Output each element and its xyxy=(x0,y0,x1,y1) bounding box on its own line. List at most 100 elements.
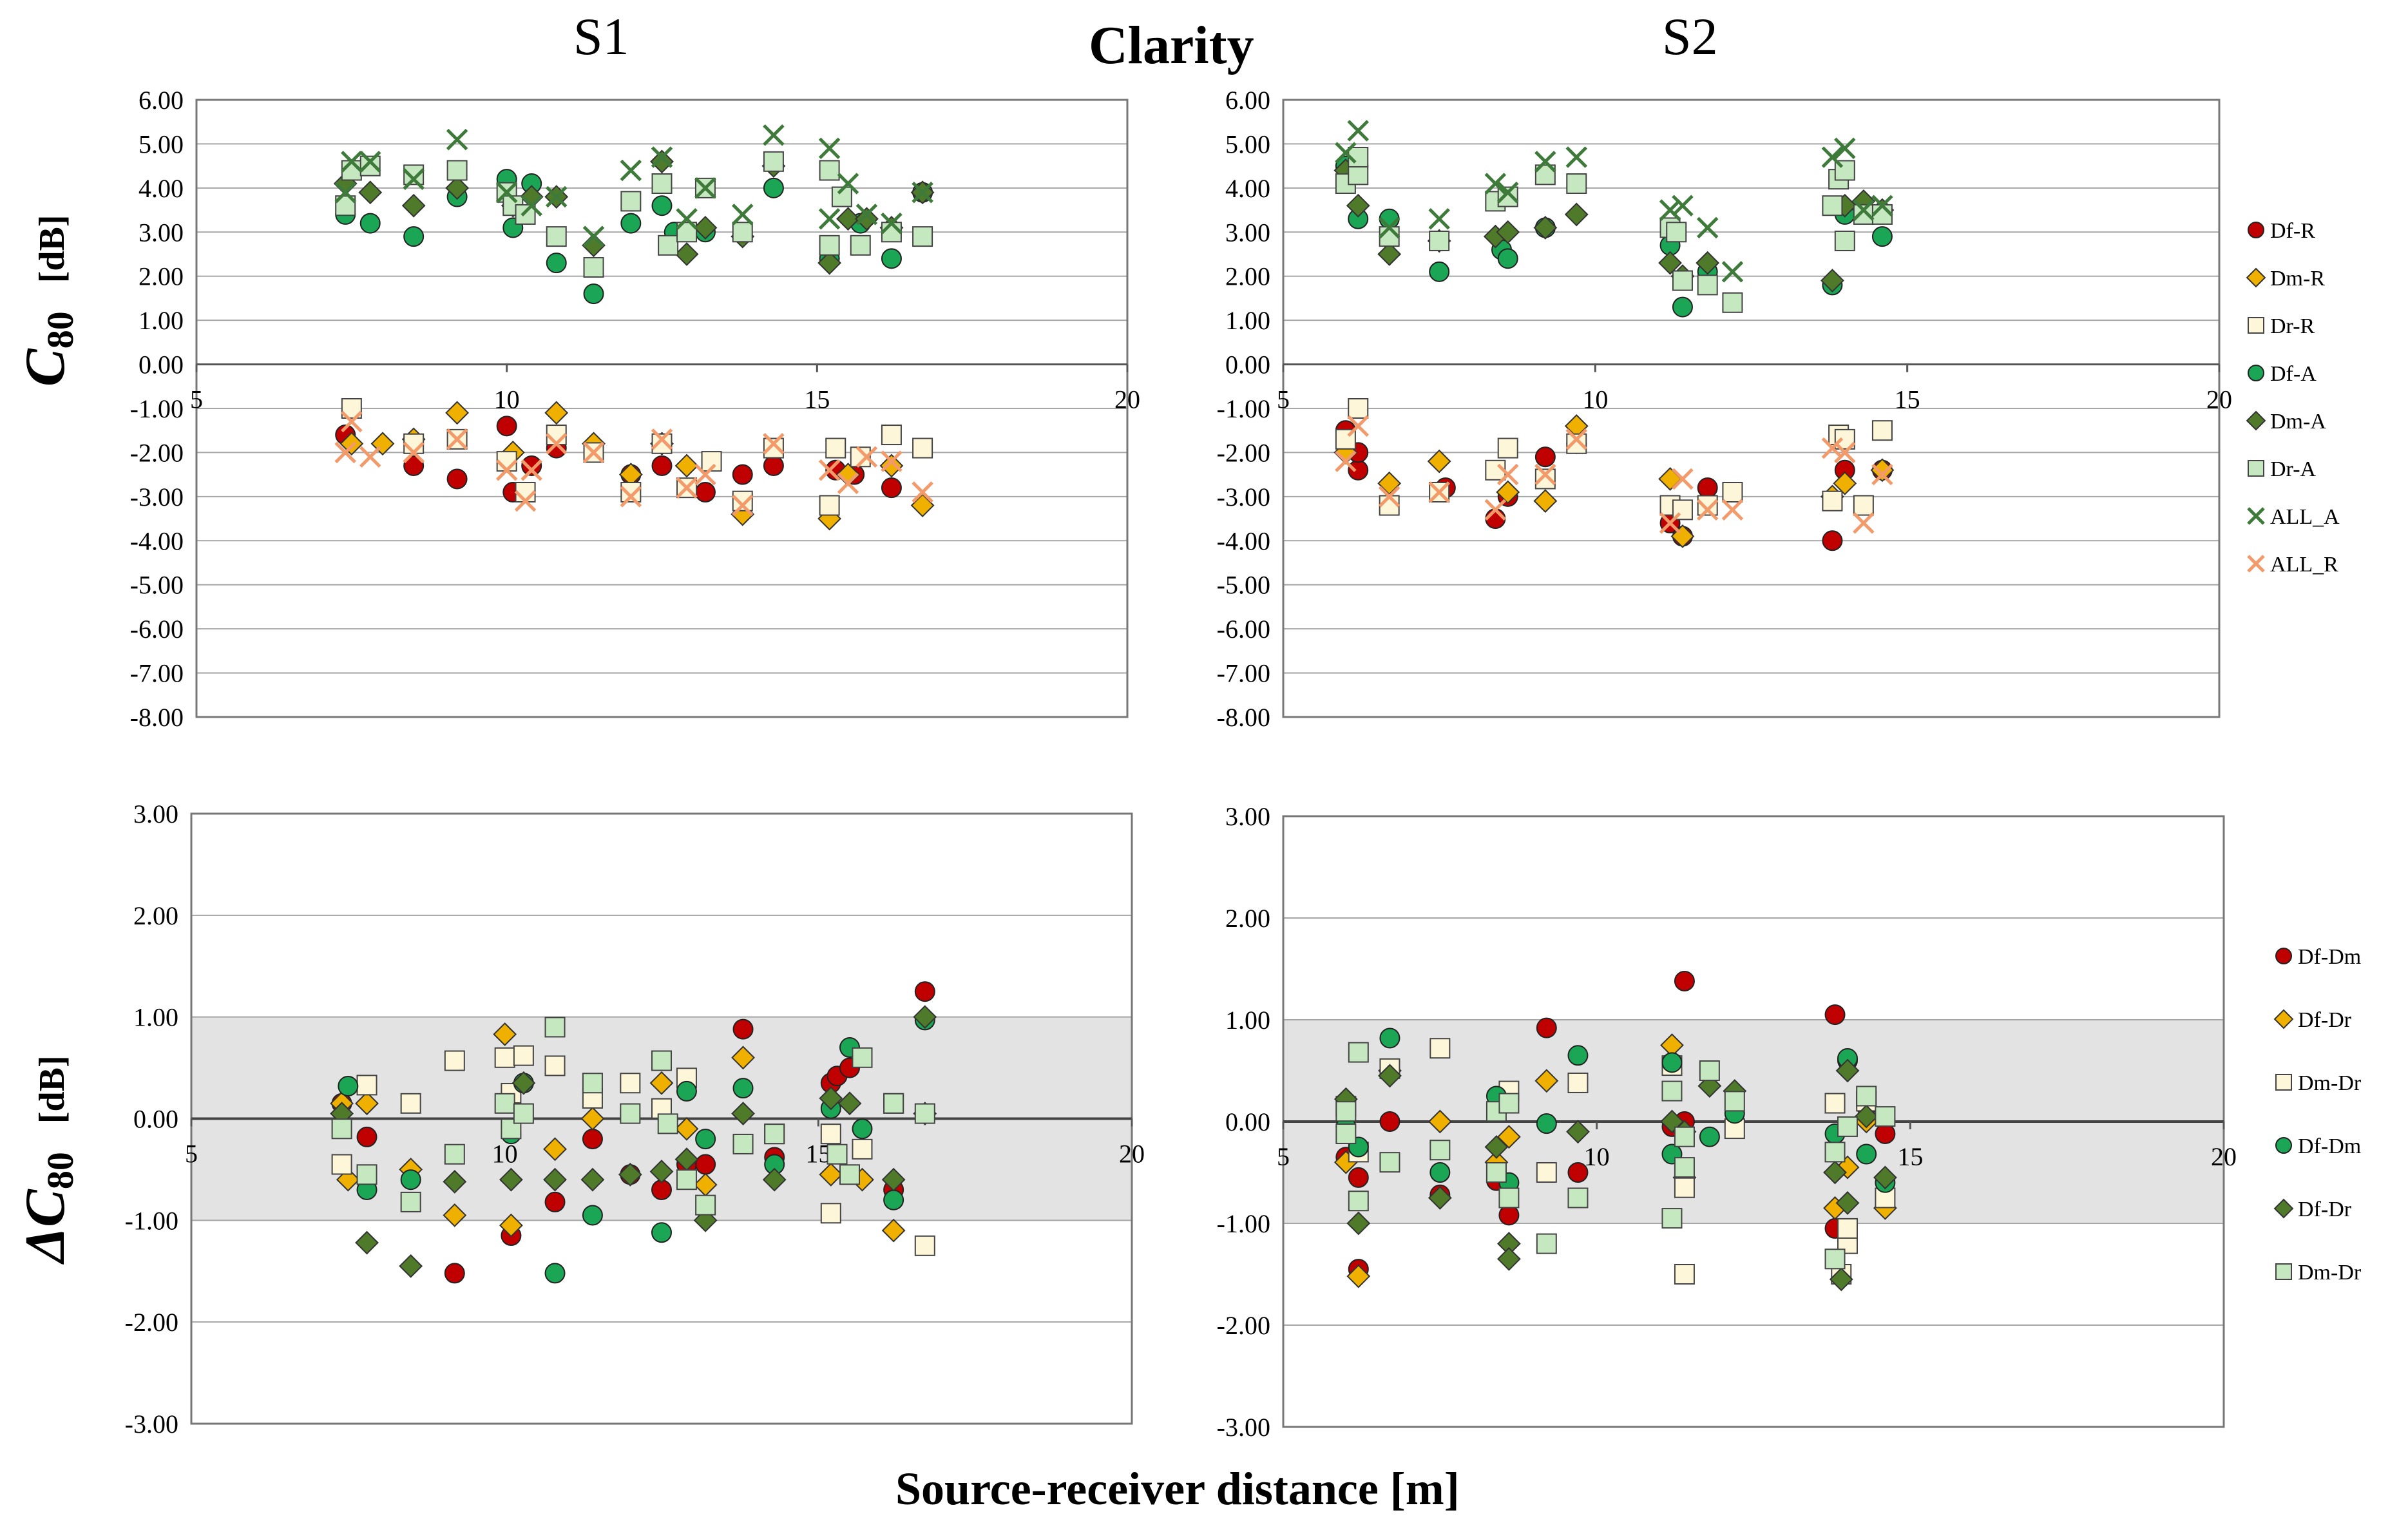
top-S1-point-Df-R xyxy=(763,455,784,476)
bottom-S1-point-Dm-Dr xyxy=(657,1113,678,1134)
bottom-S2-point-Dm-Dr xyxy=(1699,1060,1720,1081)
top-S2-ytick-label: -8.00 xyxy=(1217,703,1270,732)
top-S1-point-ALL_R xyxy=(521,459,542,481)
top-S1-point-Df-R xyxy=(521,455,542,476)
legend-top-label: Dm-R xyxy=(2270,267,2325,291)
top-S1-point-ALL_A xyxy=(620,159,642,182)
bottom-S2-point-Dm-Dr xyxy=(1674,1177,1695,1198)
top-S1-ytick-label: 2.00 xyxy=(139,262,184,291)
top-S1-point-Dr-R xyxy=(620,482,642,503)
top-S1-ytick-label: -3.00 xyxy=(130,483,184,511)
legend-bottom-marker xyxy=(2275,1137,2292,1154)
bottom-S1-point-Df-Dr xyxy=(649,1160,674,1183)
bottom-S1-point-Dm-Dr xyxy=(852,1047,873,1068)
bottom-S2-point-Dm-Dr xyxy=(1567,1187,1589,1209)
top-S2-xtick-label: 5 xyxy=(1277,385,1290,414)
bottom-S1-point-Df-Dm xyxy=(582,1205,603,1226)
legend-bottom-marker xyxy=(2275,1263,2292,1280)
top-S1-point-Dr-R xyxy=(912,437,933,459)
top-S1-point-Dr-A xyxy=(732,222,753,243)
bottom-S2-ytick-label: 1.00 xyxy=(1225,1006,1270,1035)
legend-bottom-marker xyxy=(2273,1009,2294,1029)
top-S1-point-ALL_A xyxy=(694,177,716,199)
top-S1-point-Dr-A xyxy=(819,160,840,181)
top-S1-point-Dm-R xyxy=(339,432,364,456)
bottom-S1-point-Df-Dm xyxy=(676,1080,697,1102)
bottom-S1-point-Df-Dm xyxy=(732,1018,754,1040)
bottom-S1-point-Dm-Dr xyxy=(400,1093,421,1114)
bottom-S2-xtick-label: 20 xyxy=(2211,1142,2237,1171)
top-S1-point-ALL_R xyxy=(620,486,642,508)
top-S1-point-ALL_A xyxy=(446,128,468,151)
top-S1-point-Dm-A xyxy=(358,180,383,205)
bottom-S2-point-Dm-Dr xyxy=(1661,1080,1683,1102)
top-S2-ytick-label: 4.00 xyxy=(1225,174,1270,203)
top-S2-point-ALL_A xyxy=(1659,199,1681,221)
top-S2-xtick-label: 10 xyxy=(1582,385,1608,414)
top-S2-point-Dr-A xyxy=(1566,173,1587,195)
bottom-S1-point-Df-Dr xyxy=(819,1162,843,1187)
bottom-S2-point-Df-Dm xyxy=(1824,1004,1846,1026)
bottom-S1-point-Df-Dm xyxy=(651,1222,672,1243)
bottom-S1-point-Df-Dm xyxy=(338,1075,359,1096)
top-S2-point-Dm-A xyxy=(1346,193,1370,218)
bottom-S2-point-Dm-Dr xyxy=(1498,1187,1520,1209)
top-S2-ytick-label: -2.00 xyxy=(1217,438,1270,467)
top-S1-point-ALL_R xyxy=(514,490,537,512)
top-S2-ytick-label: -5.00 xyxy=(1217,571,1270,600)
top-S2-point-ALL_A xyxy=(1484,173,1507,195)
bottom-S1-point-Df-Dr xyxy=(819,1086,843,1111)
bottom-S1-point-Dm-Dr xyxy=(356,1075,377,1096)
top-S1-point-Df-A xyxy=(359,213,381,234)
bottom-S2-point-Dm-Dr xyxy=(1661,1208,1683,1229)
bottom-S2-point-Dm-Dr xyxy=(1724,1091,1745,1112)
bottom-S1-point-Df-Dm xyxy=(582,1129,603,1150)
bottom-S2-point-Dm-Dr xyxy=(1824,1093,1846,1114)
bottom-S1-point-Df-Dm xyxy=(852,1118,873,1140)
top-S2-point-Df-R xyxy=(1534,446,1556,468)
bottom-S1-point-Df-Dr xyxy=(580,1167,605,1192)
bottom-S2-point-Df-Dr xyxy=(1484,1135,1509,1159)
top-S1-point-Df-A xyxy=(881,248,902,269)
top-S1-point-ALL_A xyxy=(495,181,518,204)
top-S2-point-ALL_A xyxy=(1871,195,1893,216)
bottom-S2-point-Df-Dm xyxy=(1567,1045,1589,1066)
top-S2-point-ALL_A xyxy=(1672,195,1694,216)
bottom-S1-ytick-label: -2.00 xyxy=(125,1308,178,1337)
top-S1-point-ALL_A xyxy=(521,195,542,216)
bottom-S1-point-Df-Dm xyxy=(732,1078,754,1099)
top-S1-ytick-label: 5.00 xyxy=(139,129,184,158)
top-S2-ytick-label: -7.00 xyxy=(1217,659,1270,688)
bottom-S1-point-Dm-Dr xyxy=(651,1050,672,1071)
legend-top-label: Dm-A xyxy=(2270,410,2326,434)
bottom-S2-xtick-label: 15 xyxy=(1897,1142,1923,1171)
top-S1-point-Dm-R xyxy=(445,401,470,425)
legend-bottom-marker xyxy=(2275,1074,2292,1091)
bottom-S1-point-Df-Dr xyxy=(443,1169,467,1194)
top-S1-point-Df-R xyxy=(403,455,425,476)
bottom-S1-point-Dm-Dr xyxy=(620,1073,641,1094)
bottom-S2-point-Df-Dr xyxy=(1823,1160,1847,1185)
bottom-S1-point-Dm-Dr xyxy=(914,1103,935,1124)
top-S2-point-ALL_R xyxy=(1672,468,1694,490)
bottom-S1-point-Df-Dm xyxy=(695,1129,716,1150)
legend-top-marker xyxy=(2248,365,2264,381)
top-S1-point-ALL_R xyxy=(403,441,425,464)
top-S2-point-Dm-R xyxy=(1533,489,1558,513)
top-S2-ytick-label: 1.00 xyxy=(1225,306,1270,335)
top-S1-ytick-label: -1.00 xyxy=(130,394,184,423)
bottom-S2-point-Df-Dm xyxy=(1536,1017,1557,1038)
bottom-S1-point-Dm-Dr xyxy=(764,1123,785,1145)
top-S1-xtick-label: 5 xyxy=(190,385,203,414)
bottom-S1-point-Dm-Dr xyxy=(544,1055,566,1076)
top-S1-point-ALL_A xyxy=(855,204,878,225)
top-S2-point-Dr-A xyxy=(1666,222,1687,243)
legend-top-marker xyxy=(2246,410,2266,431)
top-S2-point-Dr-R xyxy=(1497,437,1518,459)
top-S1-point-ALL_A xyxy=(582,225,605,247)
bottom-S1-point-Dm-Dr xyxy=(839,1164,860,1185)
bottom-S1-point-Dm-Dr xyxy=(820,1123,841,1145)
top-S2-point-Dr-R xyxy=(1534,468,1556,490)
